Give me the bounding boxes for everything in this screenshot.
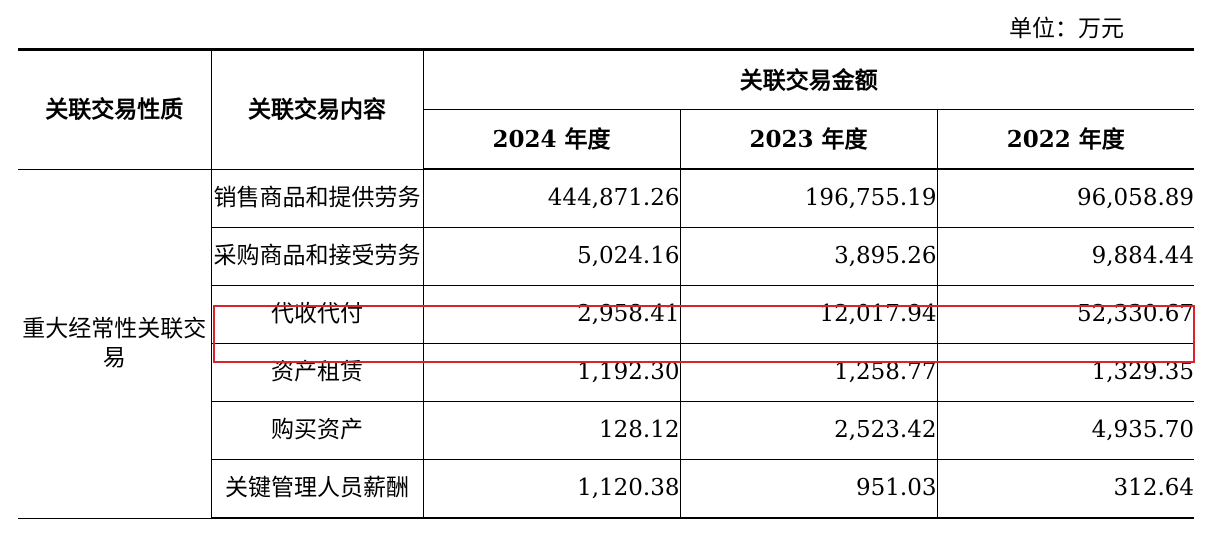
table-row: 购买资产 128.12 2,523.42 4,935.70 — [18, 401, 1195, 460]
row-value-2024: 1,192.30 — [422, 343, 681, 402]
row-value-2022: 312.64 — [936, 459, 1195, 519]
row-value-2024: 128.12 — [422, 401, 681, 460]
row-item: 采购商品和接受劳务 — [211, 227, 424, 286]
table-row: 采购商品和接受劳务 5,024.16 3,895.26 9,884.44 — [18, 227, 1195, 286]
row-value-2022: 4,935.70 — [936, 401, 1195, 460]
table-row: 重大经常性关联交易 销售商品和提供劳务 444,871.26 196,755.1… — [18, 168, 1195, 519]
row-item: 代收代付 — [211, 285, 424, 344]
unit-label: 单位：万元 — [1009, 16, 1124, 42]
row-value-2023: 196,755.19 — [679, 168, 938, 228]
header-year-2024: 2024 年度 — [423, 109, 681, 170]
row-value-2024: 444,871.26 — [422, 168, 681, 228]
category-cell: 重大经常性关联交易 — [18, 168, 212, 519]
table-row: 关键管理人员薪酬 1,120.38 951.03 312.64 — [18, 459, 1195, 519]
row-value-2024: 2,958.41 — [422, 285, 681, 344]
header-nature: 关联交易性质 — [18, 48, 212, 170]
row-value-2023: 1,258.77 — [679, 343, 938, 402]
header-year-2022: 2022 年度 — [936, 109, 1195, 170]
header-content: 关联交易内容 — [210, 48, 424, 170]
table-row: 代收代付 2,958.41 12,017.94 52,330.67 — [18, 285, 1195, 344]
row-value-2022: 96,058.89 — [936, 168, 1195, 228]
header-row-1: 关联交易性质 关联交易内容 关联交易金额 — [18, 48, 1195, 170]
row-value-2022: 9,884.44 — [936, 227, 1195, 286]
table-row: 资产租赁 1,192.30 1,258.77 1,329.35 — [18, 343, 1195, 402]
row-value-2024: 5,024.16 — [422, 227, 681, 286]
row-item: 资产租赁 — [211, 343, 424, 402]
related-transactions-table: 关联交易性质 关联交易内容 关联交易金额 2024 年度 2023 年度 202… — [18, 48, 1195, 519]
row-item: 购买资产 — [211, 401, 424, 460]
row-value-2023: 3,895.26 — [679, 227, 938, 286]
header-amount: 关联交易金额 — [422, 48, 1195, 110]
row-value-2024: 1,120.38 — [422, 459, 681, 519]
row-item: 销售商品和提供劳务 — [210, 168, 424, 228]
row-value-2023: 951.03 — [679, 459, 938, 519]
row-value-2022: 52,330.67 — [936, 285, 1195, 344]
header-year-2023: 2023 年度 — [679, 109, 938, 170]
row-value-2023: 2,523.42 — [679, 401, 938, 460]
header-row-2: 2024 年度 2023 年度 2022 年度 — [18, 109, 1195, 170]
row-item: 关键管理人员薪酬 — [211, 459, 424, 519]
row-value-2022: 1,329.35 — [936, 343, 1195, 402]
row-value-2023: 12,017.94 — [679, 285, 938, 344]
